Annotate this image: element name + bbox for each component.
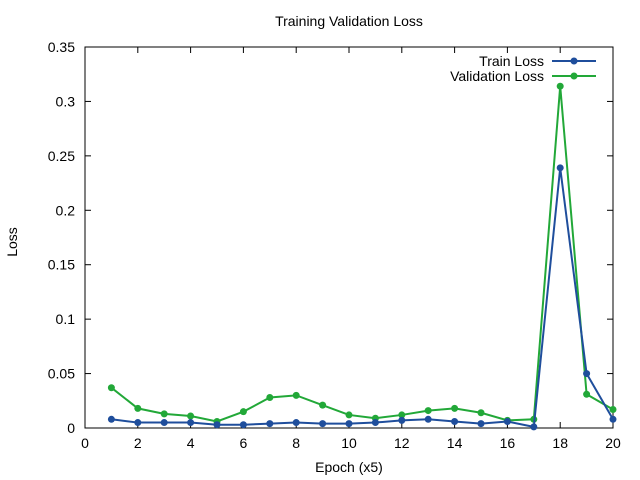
validation-loss-line: [110, 86, 614, 423]
x-tick-label: 12: [394, 435, 410, 451]
validation-loss-point: [477, 409, 485, 417]
series-layer: [107, 82, 617, 431]
train-loss-point: [134, 419, 142, 427]
validation-loss-point: [424, 407, 432, 415]
train-loss-point: [583, 370, 591, 378]
plot-border: [84, 46, 614, 429]
x-axis-label: Epoch (x5): [315, 459, 383, 475]
y-tick-label: 0: [67, 420, 75, 436]
validation-loss-point: [583, 390, 591, 398]
train-loss-point: [292, 419, 300, 427]
y-tick-label: 0.3: [56, 93, 76, 109]
y-tick-label: 0.15: [48, 257, 75, 273]
y-axis: 0 0.05 0.1 0.15 0.2 0.25 0.3 0.35: [48, 39, 613, 436]
train-loss-point: [609, 415, 617, 423]
x-tick-label: 10: [341, 435, 357, 451]
train-loss-line: [111, 167, 614, 429]
y-tick-label: 0.1: [56, 311, 76, 327]
y-tick-label: 0.35: [48, 39, 75, 55]
train-loss-point: [503, 417, 511, 425]
chart-title: Training Validation Loss: [275, 13, 423, 29]
y-axis-label: Loss: [4, 227, 20, 257]
validation-loss-point: [398, 411, 406, 419]
x-tick-label: 2: [134, 435, 142, 451]
x-axis: 0 2 4 6 8 10 12 14 16 18 20: [81, 47, 621, 451]
train-loss-point: [266, 420, 274, 428]
train-loss-point: [319, 420, 327, 428]
x-tick-label: 20: [605, 435, 621, 451]
train-loss-point: [398, 416, 406, 424]
train-loss-point: [160, 419, 168, 427]
train-loss-point: [371, 419, 379, 427]
x-tick-label: 4: [187, 435, 195, 451]
legend-label-train-loss: Train Loss: [479, 53, 544, 69]
train-loss-point: [477, 420, 485, 428]
train-loss-point: [107, 415, 115, 423]
validation-loss-point: [556, 82, 564, 90]
x-tick-label: 0: [81, 435, 89, 451]
validation-loss-point: [319, 401, 327, 409]
validation-loss-point: [187, 412, 195, 420]
legend-marker-validation-loss: [570, 72, 578, 80]
y-tick-label: 0.2: [56, 202, 76, 218]
x-tick-label: 14: [447, 435, 463, 451]
train-loss-point: [213, 421, 221, 429]
validation-loss-point: [239, 408, 247, 416]
train-loss-point: [187, 419, 195, 427]
x-tick-label: 18: [552, 435, 568, 451]
train-loss-point: [345, 420, 353, 428]
plot-frame: [84, 46, 614, 429]
y-tick-label: 0.25: [48, 148, 75, 164]
validation-loss-point: [451, 404, 459, 412]
train-loss-point: [424, 415, 432, 423]
train-loss-point: [530, 423, 538, 431]
train-loss-point: [239, 421, 247, 429]
validation-loss-point: [345, 411, 353, 419]
validation-loss-point: [107, 384, 115, 392]
legend-label-validation-loss: Validation Loss: [450, 68, 544, 84]
x-tick-label: 16: [500, 435, 516, 451]
x-tick-label: 8: [292, 435, 300, 451]
validation-loss-point: [160, 410, 168, 418]
train-loss-point: [451, 417, 459, 425]
y-tick-label: 0.05: [48, 366, 75, 382]
train-loss-point: [556, 164, 564, 172]
validation-loss-point: [292, 391, 300, 399]
legend-marker-train-loss: [570, 57, 578, 65]
x-tick-label: 6: [240, 435, 248, 451]
validation-loss-point: [266, 394, 274, 402]
validation-loss-point: [134, 404, 142, 412]
validation-loss-point: [609, 405, 617, 413]
